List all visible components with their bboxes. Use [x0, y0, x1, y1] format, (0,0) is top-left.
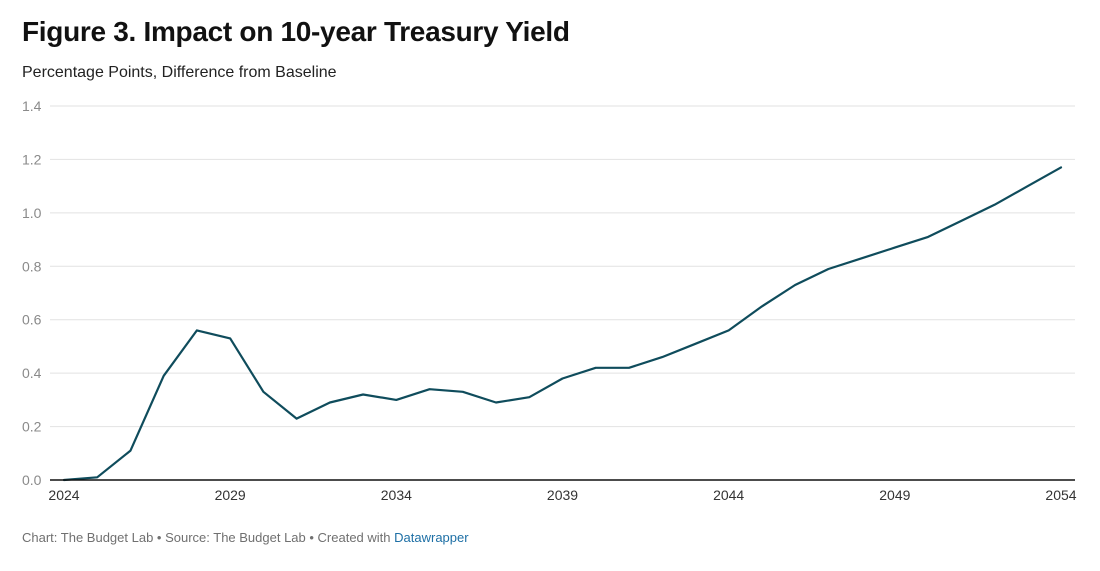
y-tick-label: 0.0: [22, 472, 42, 488]
y-tick-label: 0.2: [22, 419, 42, 435]
datawrapper-link[interactable]: Datawrapper: [394, 530, 469, 545]
x-axis-labels: 2024 2029 2034 2039 2044 2049 2054: [48, 487, 1076, 503]
x-tick-label: 2039: [547, 487, 578, 503]
series-group: [62, 166, 1063, 482]
series-line: [62, 166, 1063, 482]
x-tick-label: 2029: [215, 487, 246, 503]
y-tick-label: 1.0: [22, 205, 42, 221]
y-tick-label: 0.8: [22, 258, 42, 274]
y-tick-label: 0.4: [22, 365, 42, 381]
chart-title: Figure 3. Impact on 10-year Treasury Yie…: [22, 16, 570, 47]
chart-footer: Chart: The Budget Lab • Source: The Budg…: [22, 530, 469, 545]
y-tick-label: 0.6: [22, 312, 42, 328]
chart-subtitle: Percentage Points, Difference from Basel…: [22, 64, 337, 81]
x-tick-label: 2024: [48, 487, 79, 503]
y-axis-labels: 0.0 0.2 0.4 0.6 0.8 1.0 1.2 1.4: [22, 98, 42, 488]
y-tick-label: 1.2: [22, 151, 42, 167]
y-tick-label: 1.4: [22, 98, 42, 114]
gridlines: [50, 105, 1075, 428]
source-credit: Chart: The Budget Lab • Source: The Budg…: [22, 530, 395, 545]
x-tick-label: 2034: [381, 487, 412, 503]
x-tick-label: 2054: [1045, 487, 1076, 503]
x-tick-label: 2049: [879, 487, 910, 503]
x-tick-label: 2044: [713, 487, 744, 503]
